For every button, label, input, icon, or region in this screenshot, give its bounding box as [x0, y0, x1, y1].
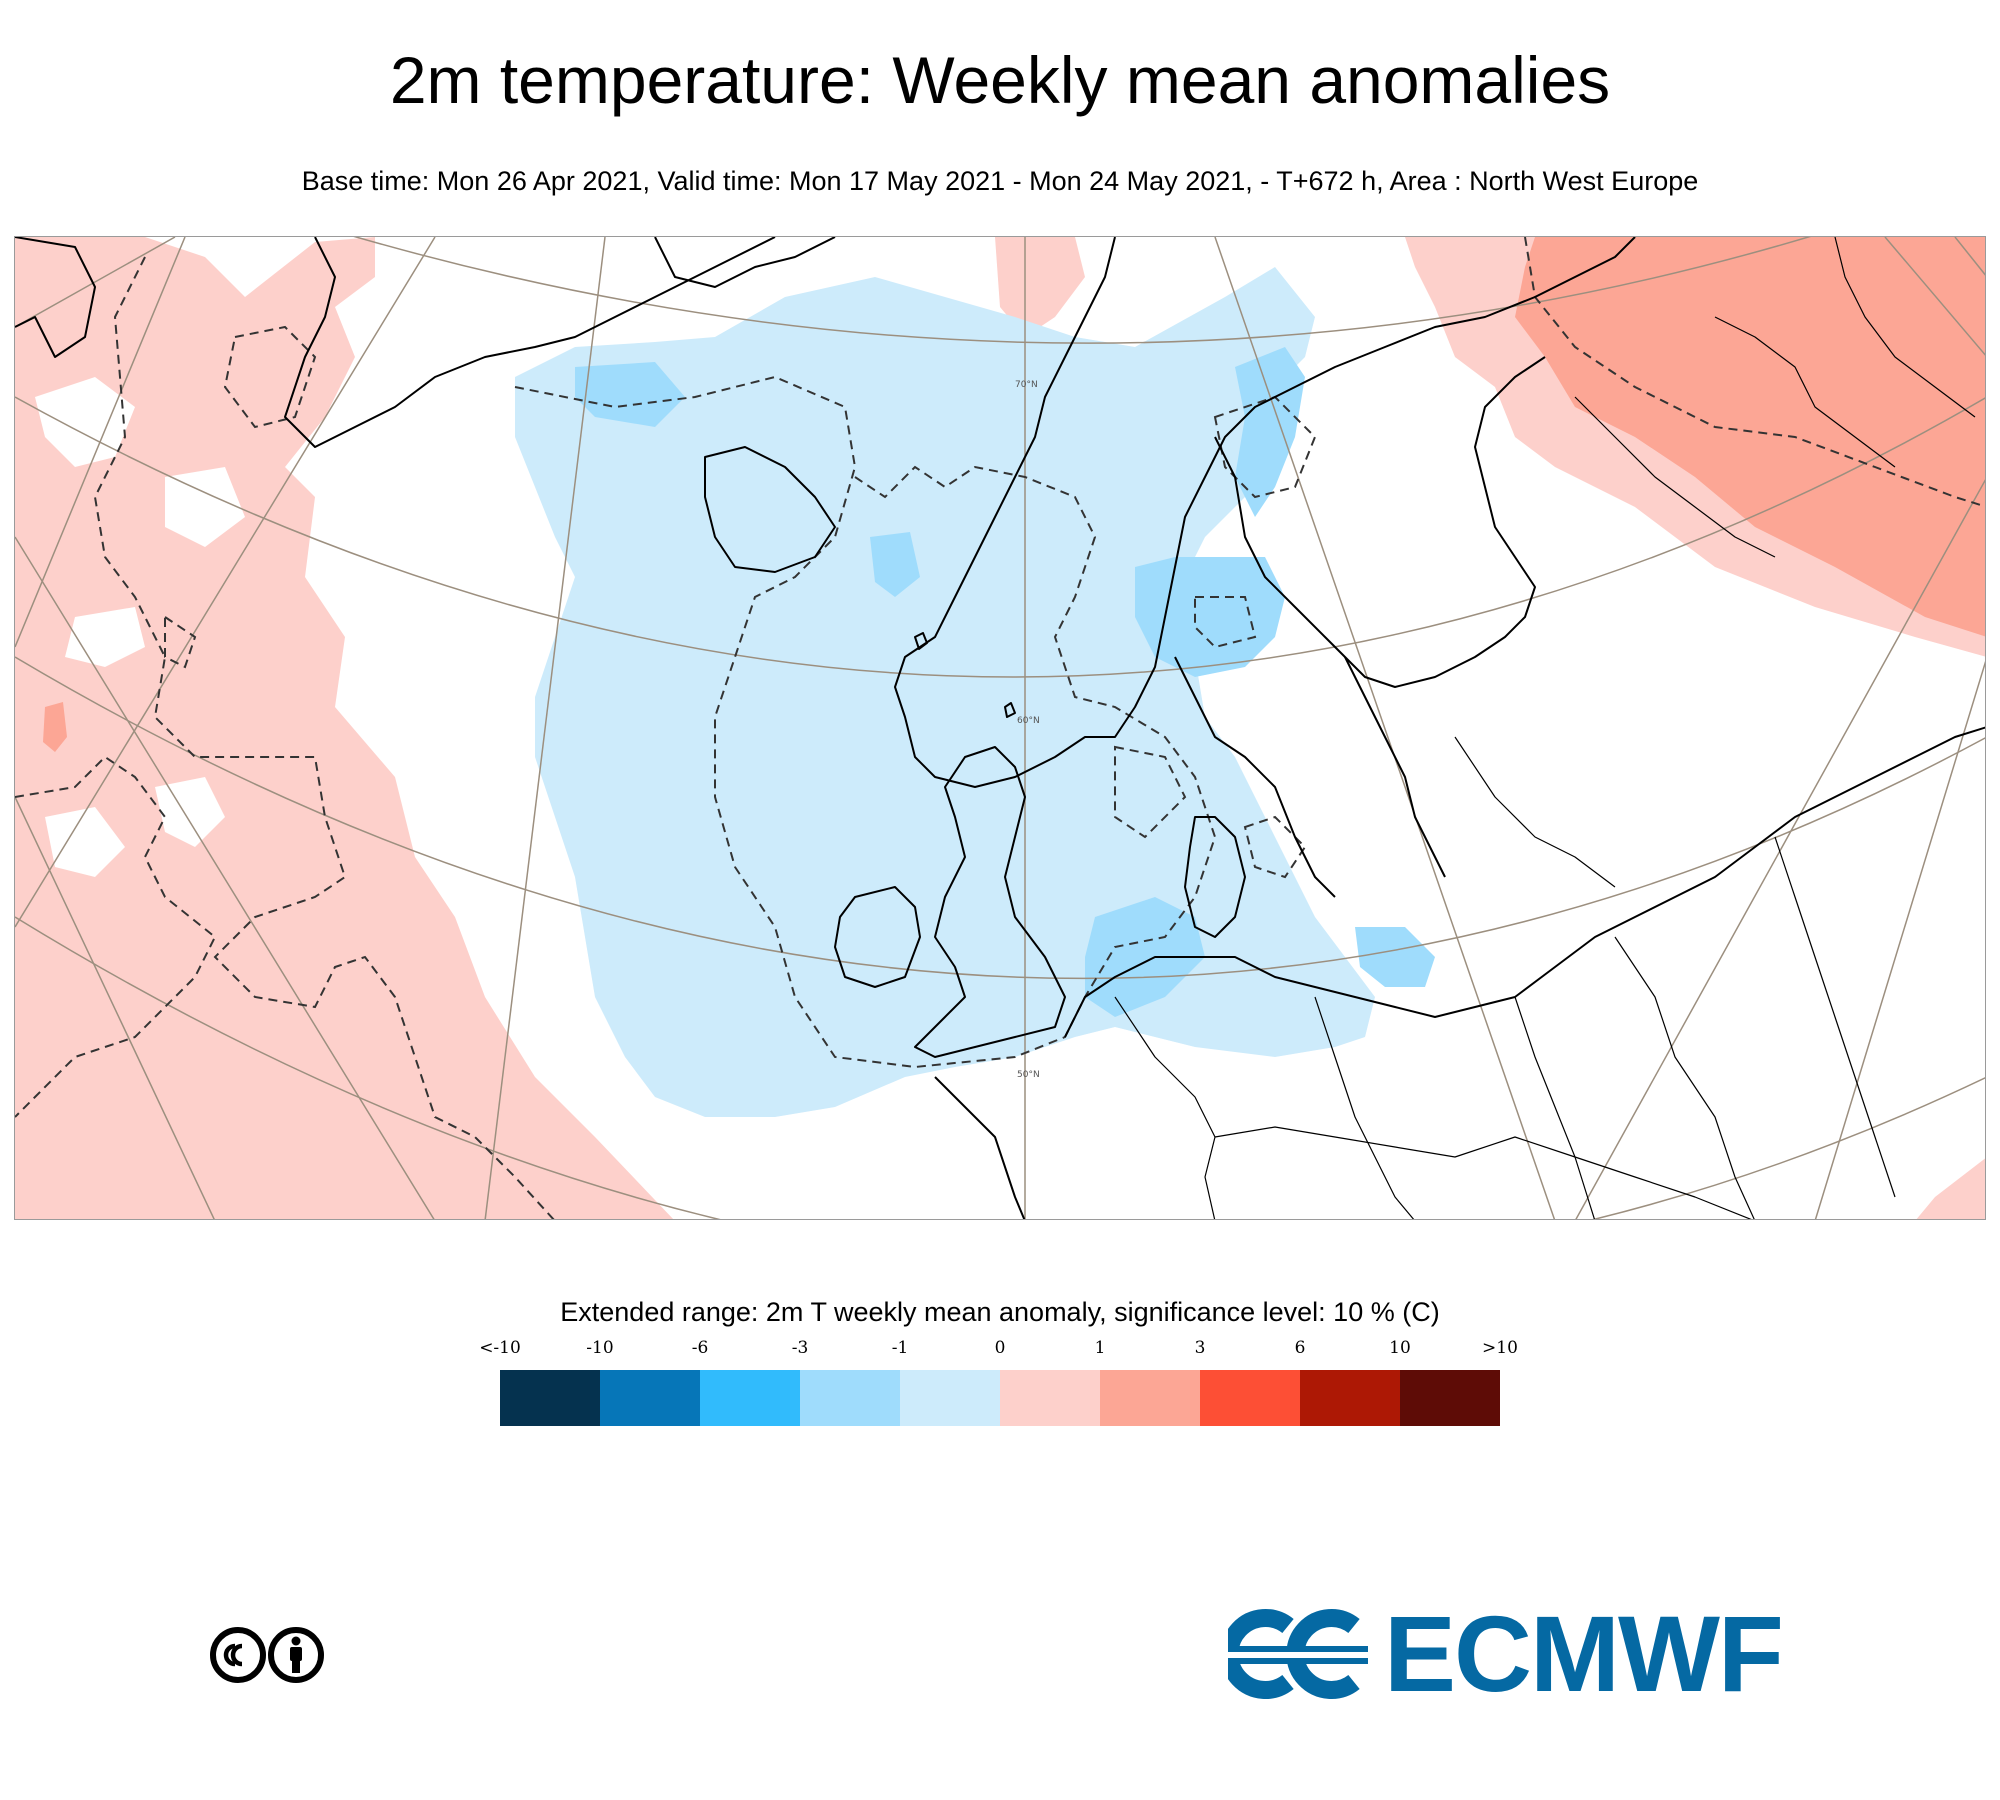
legend-swatch: [1300, 1370, 1400, 1426]
legend-tick: -10: [586, 1338, 614, 1358]
legend-title: Extended range: 2m T weekly mean anomaly…: [560, 1297, 1440, 1327]
legend-ticks: <-10 -10 -6 -3 -1 0 1 3 6 10 >10: [479, 1338, 1518, 1360]
cc-by-icon: [210, 1627, 324, 1683]
legend-swatch: [1100, 1370, 1200, 1426]
legend-swatch: [700, 1370, 800, 1426]
legend-tick: -3: [791, 1338, 809, 1358]
cold-region-iceland-strong: [870, 532, 920, 597]
cold-region-greenland-strong: [575, 362, 685, 427]
legend-colorbar: [500, 1370, 1500, 1426]
legend-swatch: [500, 1370, 600, 1426]
legend-tick: 0: [994, 1338, 1006, 1358]
lat-label-50: 50°N: [1017, 1070, 1040, 1080]
legend-tick: 10: [1389, 1338, 1411, 1358]
map-canvas: 70°N 60°N 50°N: [15, 237, 1985, 1219]
warm-region-greenland: [995, 237, 1085, 337]
cold-region-denmark-strong: [1085, 897, 1205, 1017]
map-subtitle: Base time: Mon 26 Apr 2021, Valid time: …: [301, 166, 1699, 196]
lat-label-60: 60°N: [1017, 716, 1040, 726]
ecmwf-logo: ECMWF: [1228, 1593, 1798, 1714]
legend-tick: 6: [1294, 1338, 1306, 1358]
lat-label-70: 70°N: [1015, 380, 1038, 390]
warm-region-atlantic-hole: [35, 377, 245, 877]
graticule: [15, 237, 1985, 1219]
legend-tick: 1: [1094, 1338, 1106, 1358]
legend-tick: 3: [1194, 1338, 1206, 1358]
legend-swatch: [1200, 1370, 1300, 1426]
cold-region-poland-strong: [1355, 927, 1435, 987]
legend-swatch: [1000, 1370, 1100, 1426]
cold-region-norway-strong: [1235, 347, 1305, 517]
legend-swatch: [600, 1370, 700, 1426]
ecmwf-logo-text: ECMWF: [1384, 1593, 1784, 1714]
legend-tick: -1: [891, 1338, 909, 1358]
legend-tick: <-10: [479, 1338, 521, 1358]
legend-tick: -6: [691, 1338, 709, 1358]
legend-swatch: [900, 1370, 1000, 1426]
ecmwf-logo-symbol: [1228, 1609, 1368, 1699]
legend-swatch: [1400, 1370, 1500, 1426]
legend-swatch: [800, 1370, 900, 1426]
warm-region-northeast-strong: [1515, 237, 1985, 637]
warm-spot-west: [43, 702, 67, 752]
anomaly-map: 70°N 60°N 50°N: [14, 236, 1986, 1220]
cold-region-central-strong: [1135, 557, 1285, 677]
warm-region-southeast: [1916, 1158, 1985, 1219]
page-title: 2m temperature: Weekly mean anomalies: [389, 43, 1611, 117]
coastlines: [15, 237, 1985, 1219]
legend-tick: >10: [1482, 1338, 1518, 1358]
